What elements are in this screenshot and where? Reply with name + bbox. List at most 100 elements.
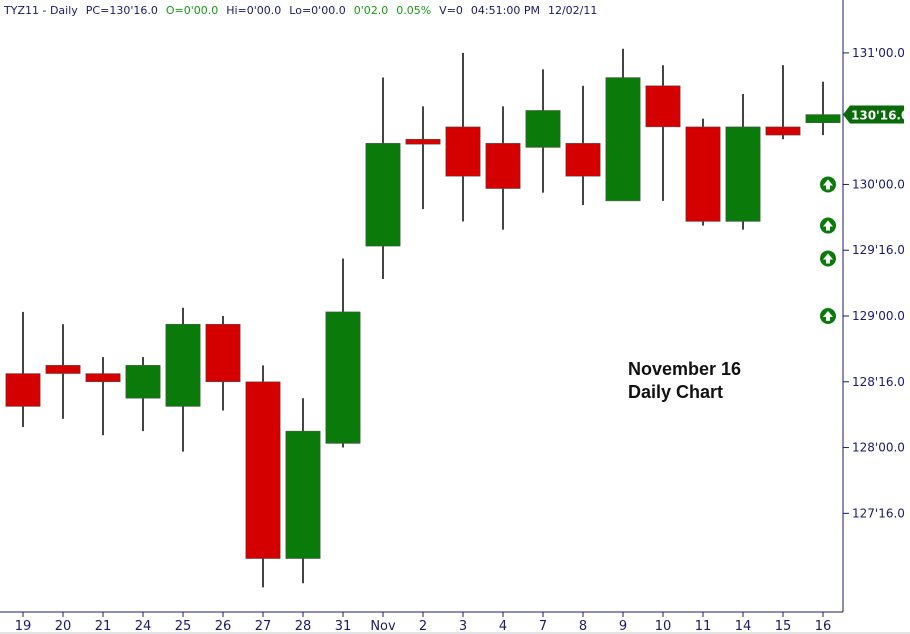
arrow-glyph	[823, 253, 833, 264]
candle-body-down	[485, 143, 521, 189]
candle-body-up	[125, 365, 161, 399]
y-tick-label: 131'00.0	[852, 46, 905, 60]
up-arrow-icon	[820, 217, 836, 234]
candle	[645, 65, 681, 201]
header-volume: V=0	[439, 4, 463, 17]
signal-arrows	[820, 176, 836, 324]
y-tick-label: 128'16.0	[852, 375, 905, 389]
candle	[205, 316, 241, 411]
candle	[445, 52, 481, 222]
up-arrow-icon	[820, 250, 836, 267]
y-tick-label: 127'16.0	[852, 506, 905, 520]
header-separator: -	[39, 4, 50, 17]
y-tick-label: 129'16.0	[852, 243, 905, 257]
candle-body-down	[445, 126, 481, 177]
annotation-line-2: Daily Chart	[628, 382, 723, 402]
candle	[365, 77, 401, 279]
y-tick-label: 129'00.0	[852, 309, 905, 323]
x-tick-label: 24	[135, 619, 152, 634]
chart-header: TYZ11 - Daily PC=130'16.0 O=0'00.0 Hi=0'00.…	[3, 4, 597, 17]
candle-body-down	[405, 138, 441, 145]
candle	[85, 357, 121, 436]
candle	[245, 365, 281, 588]
candle	[725, 94, 761, 230]
x-tick-label: 26	[215, 619, 232, 634]
header-text: TYZ11 - Daily PC=130'16.0 O=0'00.0 Hi=0'00.…	[3, 4, 597, 17]
last-price-text: 130'16.0	[851, 109, 909, 123]
candle	[605, 48, 641, 202]
candle	[565, 85, 601, 205]
x-tick-label: 15	[775, 619, 792, 634]
candles-layer	[5, 48, 841, 588]
x-tick-label: 11	[695, 619, 712, 634]
up-arrow-icon	[820, 176, 836, 193]
x-tick-label: 3	[459, 619, 467, 634]
last-price-flag	[843, 105, 904, 124]
annotation: November 16 Daily Chart	[628, 359, 741, 402]
header-pc: PC=130'16.0	[86, 4, 158, 17]
x-axis: 19 20 21 24 25 26 27 28 31 Nov 2 3 4 7 8 9 10 11 14 15 16	[15, 612, 832, 634]
header-change: 0'02.0	[354, 4, 389, 17]
candle-body-up	[325, 311, 361, 444]
x-tick-label: 31	[335, 619, 352, 634]
candle	[125, 357, 161, 432]
arrow-glyph	[823, 179, 833, 190]
x-tick-label: 14	[735, 619, 752, 634]
candle-body-down	[205, 323, 241, 383]
x-tick-label: 21	[95, 619, 112, 634]
candle-body-up	[365, 143, 401, 247]
candle-body-down	[245, 381, 281, 559]
candle-body-down	[85, 373, 121, 383]
x-tick-label: 20	[55, 619, 72, 634]
candle-body-down	[765, 126, 801, 136]
x-tick-label: 25	[175, 619, 192, 634]
candle	[525, 69, 561, 193]
x-tick-label: 9	[619, 619, 627, 634]
candle-body-up	[605, 77, 641, 202]
candle-body-up	[165, 323, 201, 407]
candle	[805, 81, 841, 136]
candle-body-down	[685, 126, 721, 222]
candle-body-down	[565, 143, 601, 177]
candle-body-up	[805, 114, 841, 124]
candle-body-down	[645, 85, 681, 128]
y-tick-label: 128'00.0	[852, 441, 905, 455]
x-tick-label: 28	[295, 619, 312, 634]
candle	[325, 258, 361, 448]
candle	[285, 398, 321, 584]
candle	[45, 324, 81, 419]
header-date: 12/02/11	[548, 4, 597, 17]
candle-body-up	[525, 110, 561, 148]
x-tick-label: Nov	[370, 619, 396, 634]
header-high: Hi=0'00.0	[226, 4, 281, 17]
candle	[685, 118, 721, 226]
header-symbol: TYZ11	[3, 4, 39, 17]
x-tick-label: 2	[419, 619, 427, 634]
x-tick-label: 27	[255, 619, 272, 634]
x-tick-label: 8	[579, 619, 587, 634]
header-open: O=0'00.0	[166, 4, 218, 17]
candle-body-down	[5, 373, 41, 407]
arrow-glyph	[823, 220, 833, 231]
x-tick-label: 16	[815, 619, 832, 634]
x-tick-label: 19	[15, 619, 32, 634]
header-low: Lo=0'00.0	[289, 4, 345, 17]
up-arrow-icon	[820, 308, 836, 324]
annotation-line-1: November 16	[628, 359, 741, 379]
x-tick-label: 7	[539, 619, 547, 634]
header-time: 04:51:00 PM	[471, 4, 540, 17]
header-change-pct: 0.05%	[396, 4, 431, 17]
y-tick-label: 130'00.0	[852, 177, 905, 191]
candle	[405, 106, 441, 210]
candle	[165, 307, 201, 452]
candle-body-up	[725, 126, 761, 222]
x-tick-label: 10	[655, 619, 672, 634]
candle-body-up	[285, 430, 321, 559]
last-price-label: 130'16.0	[843, 105, 909, 124]
candle	[5, 311, 41, 427]
y-axis: 127'16.0 128'00.0 128'16.0 129'00.0 129'16.0…	[843, 46, 905, 520]
candle-body-down	[45, 365, 81, 374]
x-tick-label: 4	[499, 619, 507, 634]
